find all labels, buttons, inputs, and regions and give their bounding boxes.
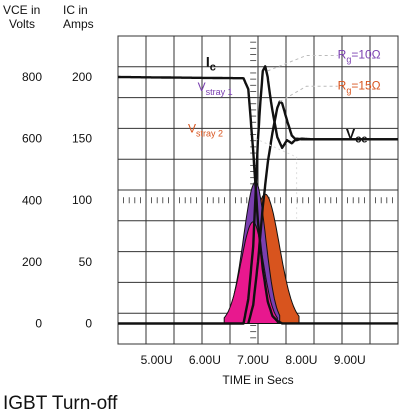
vce-tick-label: 600 bbox=[22, 132, 42, 146]
series-lines bbox=[117, 54, 399, 325]
series-line-0 bbox=[117, 75, 399, 325]
x-tick-label: 7.00U bbox=[237, 353, 269, 367]
x-tick-label: 5.00U bbox=[141, 353, 173, 367]
annotation-rg-10-: Rg=10Ω bbox=[338, 48, 381, 65]
axis-ticks: 0 200 400 600 800 0 50 100 150 200 5.00U 6.00U 7.00U… bbox=[22, 70, 366, 367]
annotation-rg-15-: Rg=15Ω bbox=[338, 78, 381, 95]
rg15-leader bbox=[279, 85, 338, 103]
x-tick-label: 6.00U bbox=[189, 353, 221, 367]
x-tick-label: 8.00U bbox=[285, 353, 317, 367]
ic-tick-label: 0 bbox=[85, 316, 92, 330]
ic-tick-label: 100 bbox=[72, 193, 92, 207]
vce-tick-label: 200 bbox=[22, 255, 42, 269]
y-right-label-line2: Amps bbox=[63, 17, 94, 31]
series-line-2 bbox=[247, 100, 399, 324]
vce-tick-label: 800 bbox=[22, 70, 42, 84]
x-tick-label: 9.00U bbox=[334, 353, 366, 367]
annotations: Ic Vstray 1 Vstray 2 Rg=10Ω Rg=15Ω Vce bbox=[188, 48, 381, 146]
y-left-label-line1: VCE in bbox=[3, 3, 40, 17]
vce-tick-label: 400 bbox=[22, 193, 42, 207]
ic-tick-label: 50 bbox=[79, 255, 93, 269]
annotation-vstray-2: Vstray 2 bbox=[188, 121, 223, 138]
annotation-ic: Ic bbox=[206, 53, 216, 73]
y-right-label-line1: IC in bbox=[63, 3, 88, 17]
annotation-vce: Vce bbox=[346, 126, 368, 146]
annotation-vstray-1: Vstray 1 bbox=[198, 80, 233, 97]
vce-tick-label: 0 bbox=[35, 316, 42, 330]
ic-tick-label: 200 bbox=[72, 70, 92, 84]
x-axis-label: TIME in Secs bbox=[222, 373, 293, 387]
ic-tick-label: 150 bbox=[72, 132, 92, 146]
guide-dotted bbox=[255, 138, 298, 219]
rg10-leader bbox=[267, 54, 338, 72]
y-left-label-line2: Volts bbox=[9, 17, 35, 31]
chart-title: IGBT Turn-off bbox=[3, 393, 118, 413]
